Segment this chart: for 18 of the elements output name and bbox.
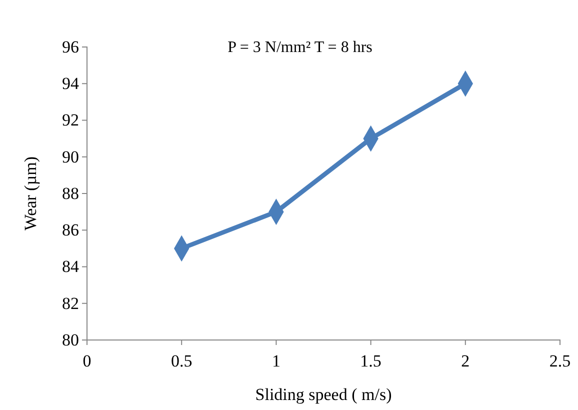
x-tick-label: 1 (272, 352, 280, 371)
y-tick-label: 80 (62, 330, 79, 350)
y-tick-label: 88 (62, 184, 79, 203)
y-tick-label: 94 (62, 74, 80, 94)
x-tick-label: 2.5 (549, 352, 571, 371)
y-tick-label: 90 (62, 147, 79, 166)
y-tick-label: 86 (62, 220, 79, 240)
y-tick-label: 92 (62, 110, 79, 130)
y-tick-label: 96 (62, 37, 79, 56)
x-tick-label: 0 (82, 352, 92, 371)
y-tick-label: 82 (62, 294, 79, 313)
x-axis-title: Sliding speed ( m/s) (255, 385, 392, 404)
y-tick-label: 84 (62, 257, 80, 276)
x-tick-label: 0.5 (170, 352, 192, 371)
x-tick-label: 2 (461, 352, 470, 371)
y-axis-title: Wear (µm) (21, 156, 40, 231)
x-tick-label: 1.5 (360, 352, 382, 371)
chart-title: P = 3 N/mm² T = 8 hrs (228, 39, 372, 56)
